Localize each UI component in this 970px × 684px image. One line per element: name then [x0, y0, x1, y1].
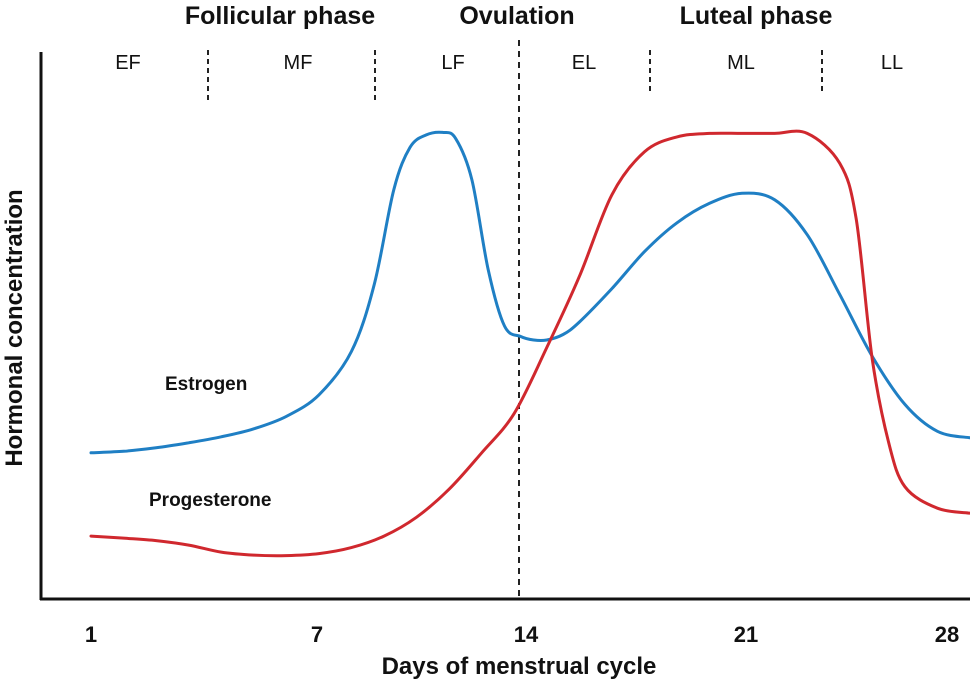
subphase-label-ll: LL: [881, 52, 903, 74]
x-tick-label: 28: [935, 622, 959, 647]
subphase-label-ef: EF: [115, 52, 141, 74]
subphase-label-mf: MF: [284, 52, 313, 74]
y-axis-label: Hormonal concentration: [1, 189, 28, 466]
subphase-label-ml: ML: [727, 52, 755, 74]
series-line-progesterone: [89, 129, 970, 558]
x-tick-label: 1: [85, 622, 97, 647]
subphase-label-lf: LF: [441, 52, 464, 74]
x-axis-label: Days of menstrual cycle: [382, 653, 657, 680]
x-tick-label: 14: [514, 622, 539, 647]
x-tick-label: 7: [311, 622, 323, 647]
series-label-progesterone: Progesterone: [149, 490, 271, 511]
subphase-label-el: EL: [572, 52, 596, 74]
x-tick-label: 21: [734, 622, 758, 647]
series-line-estrogen: [89, 130, 970, 455]
phase-label-follicular: Follicular phase: [185, 2, 375, 30]
series-label-estrogen: Estrogen: [165, 374, 247, 395]
phase-label-luteal: Luteal phase: [680, 2, 833, 30]
phase-label-ovulation: Ovulation: [459, 2, 574, 30]
